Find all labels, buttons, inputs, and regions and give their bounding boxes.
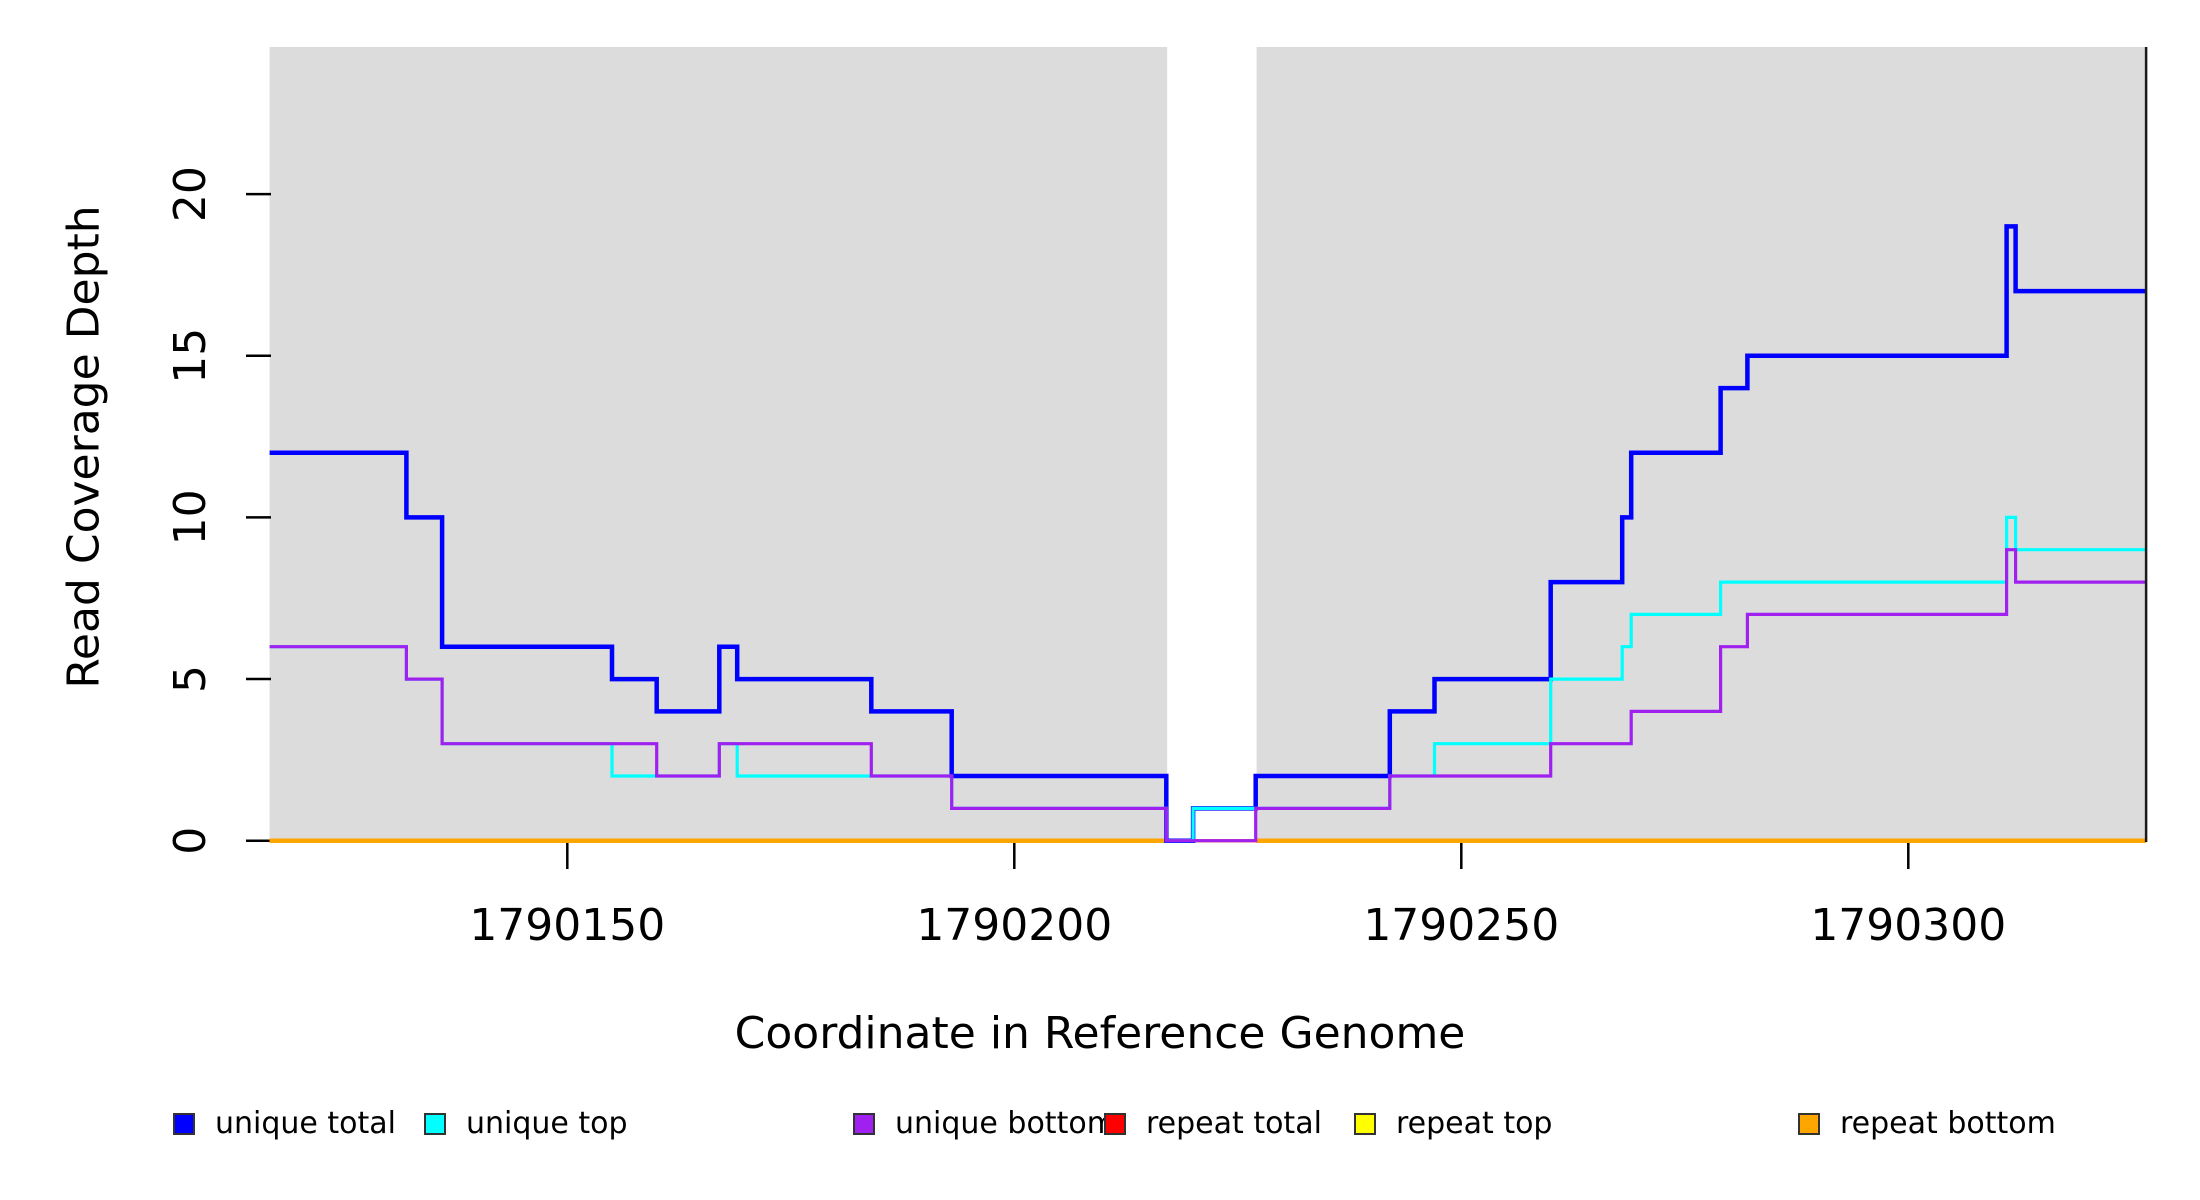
x-tick-label: 1790150 (469, 900, 665, 951)
x-tick-label: 1790250 (1363, 900, 1559, 951)
legend-item-repeat-bottom: repeat bottom (1798, 1103, 2056, 1145)
legend-label: repeat top (1396, 1106, 1553, 1141)
legend-swatch-repeat-bottom (1798, 1113, 1820, 1135)
y-tick-label: 15 (165, 328, 216, 384)
legend-swatch-unique-total (173, 1113, 195, 1135)
y-tick-label: 5 (165, 665, 216, 693)
y-axis-label: Read Coverage Depth (58, 205, 110, 689)
legend-label: repeat total (1146, 1106, 1322, 1141)
legend-label: repeat bottom (1840, 1106, 2056, 1141)
legend-item-unique-bottom: unique bottom (853, 1103, 1116, 1145)
legend-swatch-repeat-top (1354, 1113, 1376, 1135)
legend-label: unique top (466, 1106, 628, 1141)
legend-swatch-unique-bottom (853, 1113, 875, 1135)
x-tick-label: 1790300 (1810, 900, 2006, 951)
legend-label: unique total (215, 1106, 397, 1141)
legend-label: unique bottom (895, 1106, 1116, 1141)
legend-item-unique-top: unique top (424, 1103, 628, 1145)
y-tick-label: 10 (165, 489, 216, 545)
x-tick-label: 1790200 (916, 900, 1112, 951)
plot-panel-left (269, 47, 1168, 842)
legend-swatch-unique-top (424, 1113, 446, 1135)
legend-item-unique-total: unique total (173, 1103, 396, 1145)
x-axis-label: Coordinate in Reference Genome (734, 1008, 1466, 1059)
legend-swatch-repeat-total (1104, 1113, 1126, 1135)
y-tick-label: 20 (165, 166, 216, 222)
legend-item-repeat-top: repeat top (1354, 1103, 1552, 1145)
y-tick-label: 0 (165, 827, 216, 855)
legend-item-repeat-total: repeat total (1104, 1103, 1322, 1145)
series-line-unique-bottom (269, 548, 2147, 843)
